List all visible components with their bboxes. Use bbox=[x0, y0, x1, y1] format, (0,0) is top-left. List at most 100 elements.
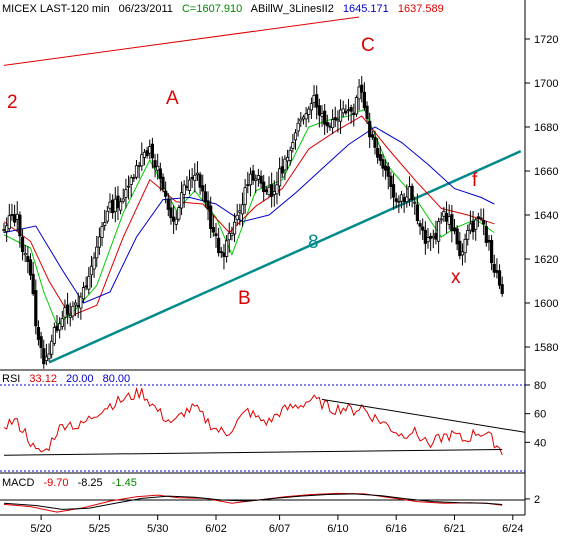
price-bar bbox=[489, 235, 494, 271]
price-bar-down bbox=[444, 212, 449, 222]
macd-value-2: -8.25 bbox=[78, 477, 103, 489]
price-bar-down bbox=[495, 269, 499, 273]
price-bar-up bbox=[468, 223, 473, 231]
x-tick-label: 6/16 bbox=[385, 523, 406, 535]
price-bar bbox=[89, 255, 94, 288]
price-bar-down bbox=[458, 240, 462, 257]
price-bar bbox=[235, 203, 239, 226]
price-bar bbox=[119, 197, 123, 215]
price-bar-down bbox=[26, 256, 30, 263]
x-tick-label: 5/25 bbox=[89, 523, 110, 535]
price-bar-up bbox=[79, 296, 83, 309]
price-bar bbox=[277, 157, 282, 196]
price-bar-down bbox=[251, 170, 255, 181]
price-bar-down bbox=[352, 112, 356, 116]
price-bar bbox=[134, 159, 139, 180]
price-bar bbox=[373, 130, 377, 155]
price-bar-up bbox=[156, 165, 160, 171]
price-bar bbox=[333, 106, 337, 128]
price-bar-down bbox=[18, 214, 22, 237]
price-bar-down bbox=[280, 166, 284, 174]
price-bar-up bbox=[463, 239, 467, 254]
price-bar-down bbox=[111, 199, 115, 214]
price-bar bbox=[391, 173, 396, 210]
trendline-2 bbox=[3, 16, 360, 66]
price-bar-up bbox=[312, 95, 316, 103]
price-bar-up bbox=[129, 177, 133, 185]
trendline-label-8: 8 bbox=[308, 232, 319, 253]
price-bar bbox=[325, 114, 329, 134]
price-bar bbox=[251, 164, 255, 185]
price-bar bbox=[132, 174, 136, 182]
price-bar bbox=[492, 254, 496, 278]
price-bar-up bbox=[121, 198, 125, 202]
price-bar-down bbox=[328, 125, 332, 128]
price-bar bbox=[150, 137, 154, 169]
y-tick-label: 1600 bbox=[534, 298, 558, 310]
price-bar-down bbox=[169, 207, 173, 218]
price-bar-down bbox=[84, 285, 88, 288]
price-bar bbox=[79, 292, 83, 320]
price-bar-up bbox=[397, 200, 401, 203]
price-bar-up bbox=[179, 192, 184, 209]
price-bar-up bbox=[126, 185, 131, 188]
price-bar-up bbox=[291, 142, 295, 149]
header-close: C=1607.910 bbox=[182, 3, 242, 15]
price-bar-down bbox=[39, 336, 43, 349]
price-bar-up bbox=[68, 315, 72, 318]
price-bar-down bbox=[381, 159, 385, 169]
price-bar-down bbox=[317, 105, 321, 116]
price-bar-down bbox=[145, 150, 149, 157]
price-bar bbox=[288, 146, 292, 166]
price-bar-up bbox=[193, 174, 197, 181]
price-bar-down bbox=[482, 220, 486, 225]
price-bar-up bbox=[460, 251, 465, 256]
price-bar bbox=[174, 210, 178, 231]
trendline-8 bbox=[48, 150, 522, 364]
price-bar bbox=[338, 99, 343, 134]
price-bar-down bbox=[383, 165, 388, 171]
price-bar bbox=[206, 191, 210, 221]
price-bar bbox=[317, 98, 321, 128]
rsi-line bbox=[3, 386, 503, 456]
price-bar-up bbox=[92, 257, 96, 270]
price-bar-down bbox=[323, 110, 327, 125]
price-bar bbox=[262, 174, 266, 201]
price-bar-down bbox=[386, 166, 390, 177]
price-bar bbox=[140, 142, 144, 171]
price-bar-down bbox=[394, 198, 398, 202]
price-bar-up bbox=[405, 196, 409, 203]
price-bar bbox=[344, 104, 348, 116]
price-bar-up bbox=[142, 151, 147, 158]
price-bar-up bbox=[148, 146, 152, 154]
price-bar bbox=[203, 183, 207, 208]
wave-label-c: C bbox=[361, 35, 375, 56]
price-bar bbox=[270, 172, 274, 208]
price-bar-up bbox=[113, 198, 117, 213]
price-bar bbox=[415, 193, 420, 225]
price-bar-down bbox=[36, 326, 41, 340]
price-bar bbox=[87, 267, 91, 295]
price-bar bbox=[368, 112, 372, 149]
price-bar-up bbox=[301, 116, 306, 120]
price-bar-down bbox=[450, 214, 454, 232]
price-bar-down bbox=[219, 251, 223, 253]
price-bar-down bbox=[42, 348, 46, 365]
y-tick-label: 1580 bbox=[534, 342, 558, 354]
price-bar-up bbox=[248, 173, 253, 186]
price-bar bbox=[466, 224, 470, 246]
price-bar-down bbox=[246, 184, 250, 187]
x-tick-label: 6/10 bbox=[327, 523, 348, 535]
price-bar-up bbox=[307, 108, 311, 115]
price-bar-up bbox=[288, 149, 292, 161]
price-bar bbox=[240, 192, 245, 227]
price-bar-up bbox=[187, 179, 192, 191]
price-bar bbox=[187, 169, 192, 195]
price-bar bbox=[500, 276, 504, 297]
price-bar-down bbox=[203, 191, 207, 203]
price-bar bbox=[227, 222, 231, 253]
price-bar-up bbox=[2, 229, 6, 231]
price-bar bbox=[71, 301, 75, 321]
wave-label-a: A bbox=[166, 88, 179, 109]
price-bar-down bbox=[164, 190, 168, 197]
